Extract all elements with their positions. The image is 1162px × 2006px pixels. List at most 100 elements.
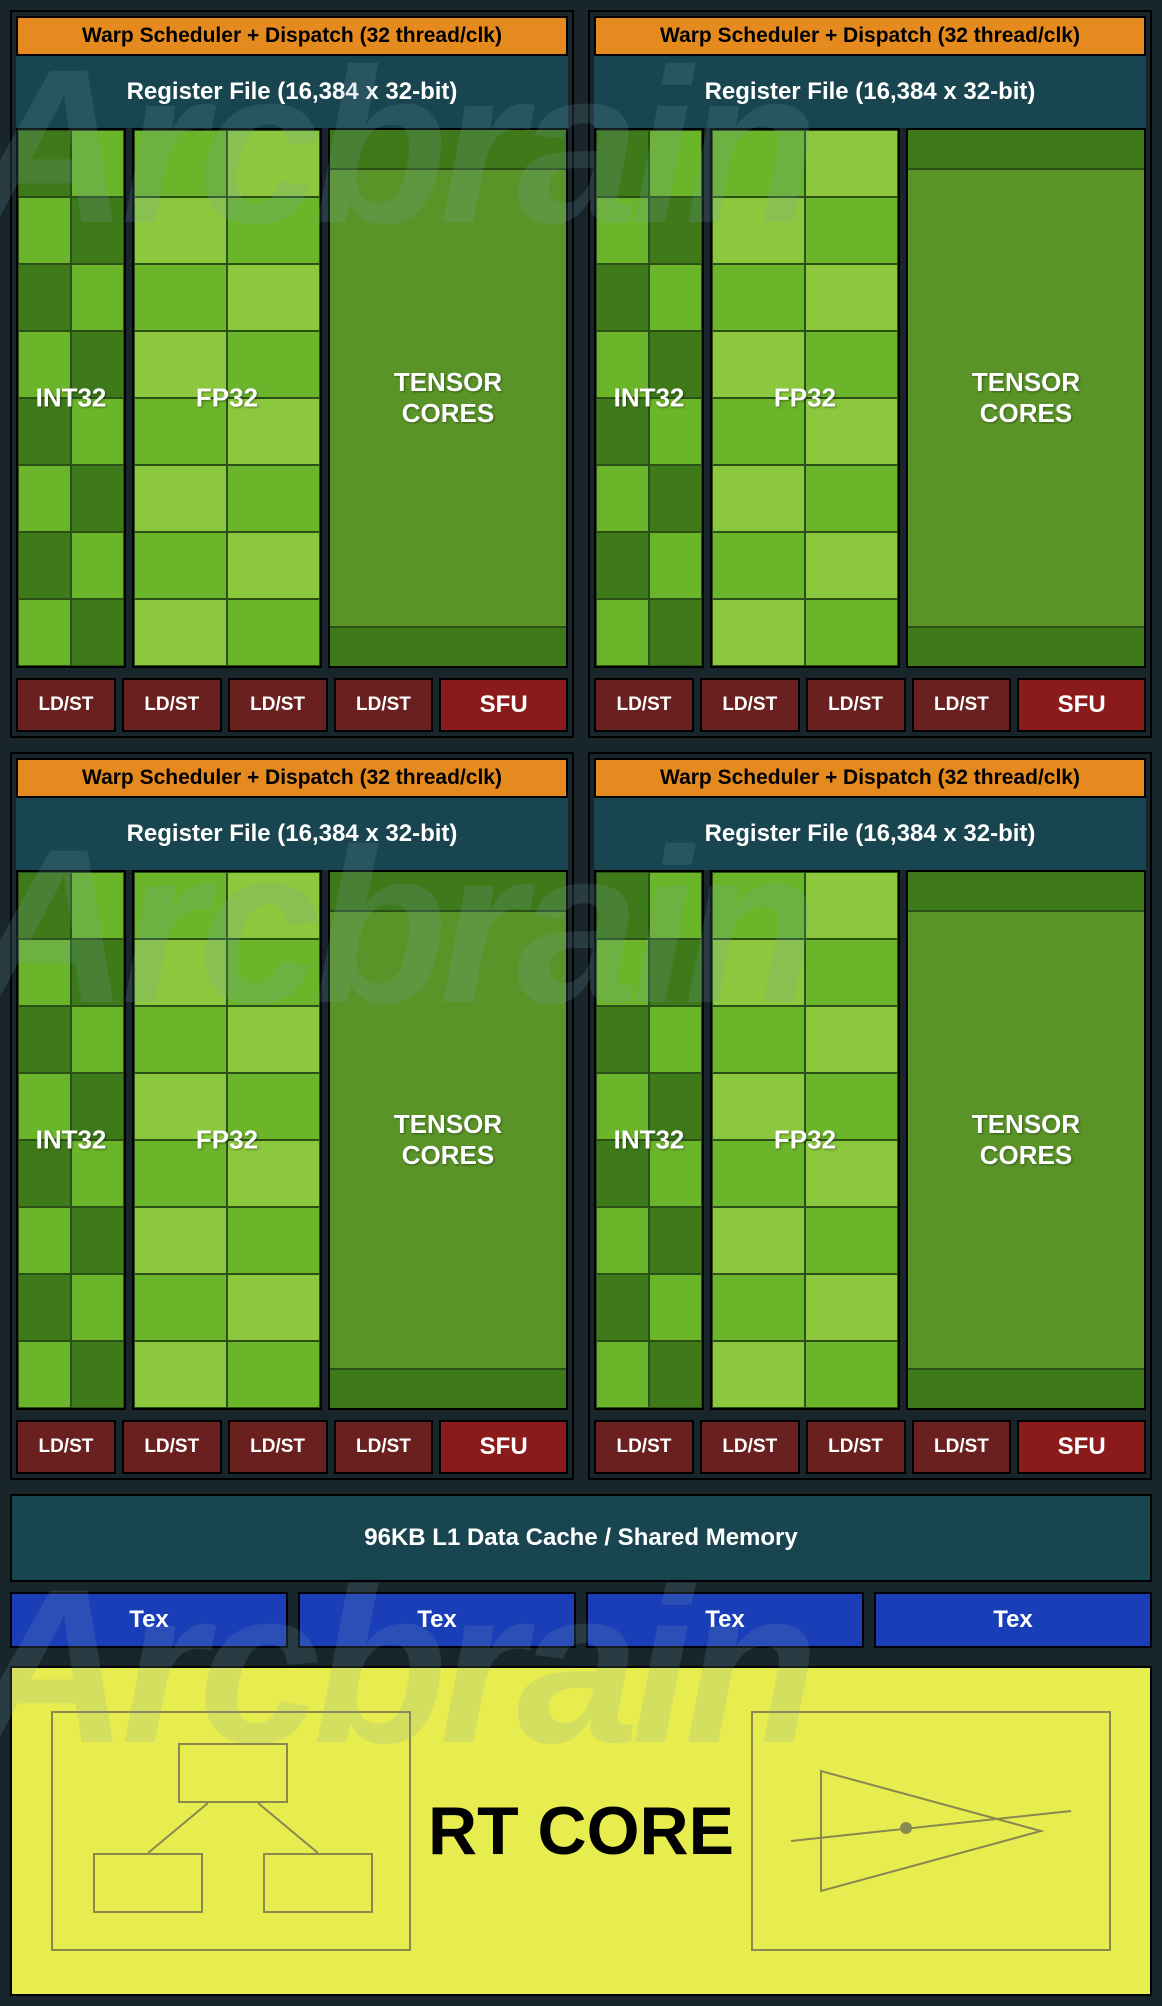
tensor-column: TENSORCORES xyxy=(906,128,1146,668)
rt-core-block: RT CORE xyxy=(10,1666,1152,1996)
core-cell xyxy=(596,465,649,532)
core-cell xyxy=(71,1207,124,1274)
register-file-bar: Register File (16,384 x 32-bit) xyxy=(16,798,568,870)
core-cell xyxy=(649,872,702,939)
core-cell xyxy=(596,197,649,264)
rt-triangle-icon xyxy=(791,1741,1071,1921)
tex-row: TexTexTexTex xyxy=(10,1592,1152,1648)
core-cell xyxy=(227,872,320,939)
tensor-band xyxy=(908,628,1144,666)
core-cell xyxy=(649,599,702,666)
fp32-label: FP32 xyxy=(774,383,836,414)
core-cell xyxy=(649,1006,702,1073)
int32-label: INT32 xyxy=(614,383,685,414)
core-cell xyxy=(18,130,71,197)
ldst-unit: LD/ST xyxy=(700,1420,800,1474)
fp32-label: FP32 xyxy=(196,383,258,414)
core-cell xyxy=(227,1274,320,1341)
core-cell xyxy=(134,1274,227,1341)
core-cell xyxy=(712,1274,805,1341)
ldst-unit: LD/ST xyxy=(228,1420,328,1474)
core-cell xyxy=(134,599,227,666)
core-cell xyxy=(18,599,71,666)
core-cell xyxy=(712,197,805,264)
tensor-label: TENSORCORES xyxy=(394,367,502,429)
core-cell xyxy=(18,1006,71,1073)
core-cell xyxy=(712,1207,805,1274)
rt-bvh-lines xyxy=(53,1713,409,1949)
core-cell xyxy=(712,130,805,197)
core-cell xyxy=(805,939,898,1006)
tensor-band xyxy=(330,628,566,666)
core-cell xyxy=(227,939,320,1006)
l1-cache-bar: 96KB L1 Data Cache / Shared Memory xyxy=(10,1494,1152,1582)
fp32-column: FP32 xyxy=(710,870,900,1410)
core-cell xyxy=(18,939,71,1006)
int32-column: INT32 xyxy=(16,128,126,668)
tensor-band xyxy=(330,130,566,168)
core-cell xyxy=(596,872,649,939)
int32-column: INT32 xyxy=(16,870,126,1410)
int32-label: INT32 xyxy=(614,1125,685,1156)
ldst-unit: LD/ST xyxy=(912,678,1012,732)
core-cell xyxy=(134,1341,227,1408)
core-cell xyxy=(134,1207,227,1274)
core-cell xyxy=(18,1207,71,1274)
core-cell xyxy=(712,1341,805,1408)
core-cell xyxy=(596,130,649,197)
core-cell xyxy=(18,1341,71,1408)
cores-row: INT32FP32TENSORCORES xyxy=(16,870,568,1410)
core-cell xyxy=(227,532,320,599)
core-cell xyxy=(134,1006,227,1073)
core-cell xyxy=(227,197,320,264)
ldst-unit: LD/ST xyxy=(594,1420,694,1474)
core-cell xyxy=(712,939,805,1006)
ldst-unit: LD/ST xyxy=(806,1420,906,1474)
ldst-sfu-row: LD/STLD/STLD/STLD/STSFU xyxy=(16,1420,568,1474)
core-cell xyxy=(227,1207,320,1274)
core-cell xyxy=(712,872,805,939)
tex-unit: Tex xyxy=(874,1592,1152,1648)
ldst-unit: LD/ST xyxy=(334,1420,434,1474)
fp32-column: FP32 xyxy=(132,870,322,1410)
ldst-unit: LD/ST xyxy=(806,678,906,732)
core-cell xyxy=(227,264,320,331)
core-cell xyxy=(712,599,805,666)
core-cell xyxy=(71,1006,124,1073)
fp32-label: FP32 xyxy=(774,1125,836,1156)
core-cell xyxy=(805,599,898,666)
core-cell xyxy=(227,130,320,197)
ldst-unit: LD/ST xyxy=(228,678,328,732)
sfu-unit: SFU xyxy=(439,678,568,732)
core-cell xyxy=(134,465,227,532)
core-cell xyxy=(649,1207,702,1274)
ldst-sfu-row: LD/STLD/STLD/STLD/STSFU xyxy=(594,678,1146,732)
core-cell xyxy=(596,1274,649,1341)
core-cell xyxy=(712,465,805,532)
warp-scheduler-bar: Warp Scheduler + Dispatch (32 thread/clk… xyxy=(16,758,568,798)
sm-partition: Warp Scheduler + Dispatch (32 thread/clk… xyxy=(588,752,1152,1480)
tex-unit: Tex xyxy=(298,1592,576,1648)
tensor-band xyxy=(908,872,1144,910)
core-cell xyxy=(71,939,124,1006)
core-cell xyxy=(712,1006,805,1073)
core-cell xyxy=(649,264,702,331)
core-cell xyxy=(227,1341,320,1408)
sm-partition: Warp Scheduler + Dispatch (32 thread/clk… xyxy=(588,10,1152,738)
core-cell xyxy=(134,264,227,331)
core-cell xyxy=(596,532,649,599)
rt-core-label: RT CORE xyxy=(428,1792,734,1870)
core-cell xyxy=(18,465,71,532)
core-cell xyxy=(71,599,124,666)
core-cell xyxy=(134,130,227,197)
ldst-sfu-row: LD/STLD/STLD/STLD/STSFU xyxy=(594,1420,1146,1474)
tensor-column: TENSORCORES xyxy=(328,128,568,668)
warp-scheduler-bar: Warp Scheduler + Dispatch (32 thread/clk… xyxy=(16,16,568,56)
sm-partition-grid: Warp Scheduler + Dispatch (32 thread/clk… xyxy=(10,10,1152,1480)
core-cell xyxy=(805,532,898,599)
core-cell xyxy=(649,130,702,197)
core-cell xyxy=(227,465,320,532)
int32-column: INT32 xyxy=(594,870,704,1410)
ldst-unit: LD/ST xyxy=(16,678,116,732)
core-cell xyxy=(134,939,227,1006)
